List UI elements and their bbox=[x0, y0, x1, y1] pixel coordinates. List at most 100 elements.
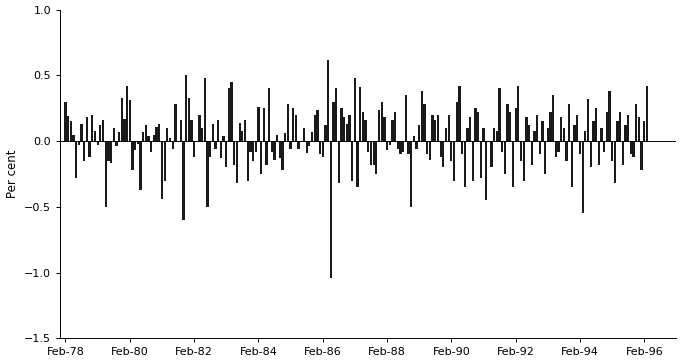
Bar bbox=[490, 141, 492, 167]
Bar bbox=[592, 121, 595, 141]
Bar bbox=[531, 141, 533, 165]
Bar bbox=[190, 120, 192, 141]
Bar bbox=[453, 141, 455, 180]
Bar bbox=[504, 141, 506, 174]
Bar bbox=[367, 141, 370, 152]
Bar bbox=[332, 102, 335, 141]
Bar bbox=[198, 115, 201, 141]
Bar bbox=[370, 141, 372, 165]
Bar bbox=[351, 141, 353, 180]
Bar bbox=[121, 98, 123, 141]
Bar bbox=[113, 128, 115, 141]
Bar bbox=[381, 102, 383, 141]
Bar bbox=[533, 131, 535, 141]
Bar bbox=[611, 141, 613, 161]
Bar bbox=[241, 131, 243, 141]
Bar bbox=[265, 141, 267, 165]
Bar bbox=[544, 141, 546, 174]
Bar bbox=[557, 141, 560, 152]
Bar bbox=[279, 141, 281, 158]
Bar bbox=[397, 141, 399, 149]
Bar bbox=[193, 141, 195, 157]
Bar bbox=[394, 112, 396, 141]
Bar bbox=[606, 112, 608, 141]
Bar bbox=[260, 141, 263, 174]
Bar bbox=[139, 141, 142, 190]
Bar bbox=[439, 141, 442, 157]
Bar bbox=[413, 136, 415, 141]
Bar bbox=[600, 128, 603, 141]
Bar bbox=[231, 82, 233, 141]
Bar bbox=[233, 141, 235, 165]
Bar bbox=[110, 141, 113, 163]
Bar bbox=[415, 141, 417, 149]
Bar bbox=[115, 141, 117, 146]
Bar bbox=[522, 141, 525, 180]
Bar bbox=[622, 141, 624, 165]
Bar bbox=[249, 141, 252, 152]
Bar bbox=[188, 98, 190, 141]
Bar bbox=[357, 141, 359, 187]
Bar bbox=[297, 141, 300, 149]
Bar bbox=[324, 125, 327, 141]
Bar bbox=[126, 86, 128, 141]
Bar bbox=[638, 117, 640, 141]
Bar bbox=[391, 120, 394, 141]
Bar bbox=[574, 125, 576, 141]
Bar bbox=[118, 132, 120, 141]
Bar bbox=[539, 141, 541, 154]
Bar bbox=[450, 141, 452, 161]
Bar bbox=[576, 115, 578, 141]
Bar bbox=[640, 141, 642, 170]
Bar bbox=[319, 141, 321, 154]
Bar bbox=[78, 141, 80, 145]
Bar bbox=[354, 78, 356, 141]
Bar bbox=[217, 120, 220, 141]
Bar bbox=[97, 141, 99, 145]
Bar bbox=[268, 89, 270, 141]
Bar bbox=[619, 112, 621, 141]
Bar bbox=[589, 141, 592, 167]
Bar bbox=[554, 141, 557, 157]
Bar bbox=[284, 133, 286, 141]
Bar bbox=[207, 141, 209, 207]
Bar bbox=[560, 117, 563, 141]
Bar bbox=[225, 141, 227, 167]
Bar bbox=[525, 117, 527, 141]
Bar bbox=[442, 141, 445, 167]
Bar bbox=[399, 141, 402, 154]
Bar bbox=[236, 141, 238, 183]
Bar bbox=[646, 86, 648, 141]
Bar bbox=[99, 125, 102, 141]
Bar bbox=[239, 123, 241, 141]
Bar bbox=[565, 141, 567, 161]
Bar bbox=[437, 115, 439, 141]
Bar bbox=[107, 141, 110, 161]
Bar bbox=[595, 108, 597, 141]
Bar bbox=[520, 141, 522, 161]
Bar bbox=[247, 141, 249, 180]
Bar bbox=[252, 141, 254, 161]
Bar bbox=[603, 141, 605, 152]
Bar bbox=[597, 141, 600, 165]
Bar bbox=[614, 141, 616, 183]
Bar bbox=[404, 95, 407, 141]
Bar bbox=[174, 104, 177, 141]
Bar bbox=[329, 141, 332, 278]
Bar bbox=[424, 104, 426, 141]
Bar bbox=[542, 121, 544, 141]
Bar bbox=[64, 102, 67, 141]
Bar bbox=[496, 131, 498, 141]
Bar bbox=[164, 141, 166, 180]
Bar bbox=[263, 108, 265, 141]
Bar bbox=[134, 141, 136, 150]
Bar bbox=[75, 141, 77, 178]
Bar bbox=[434, 120, 436, 141]
Bar bbox=[429, 141, 431, 159]
Bar bbox=[547, 128, 549, 141]
Bar bbox=[485, 141, 488, 200]
Bar bbox=[327, 60, 329, 141]
Bar bbox=[432, 115, 434, 141]
Bar bbox=[276, 135, 278, 141]
Bar bbox=[220, 141, 222, 158]
